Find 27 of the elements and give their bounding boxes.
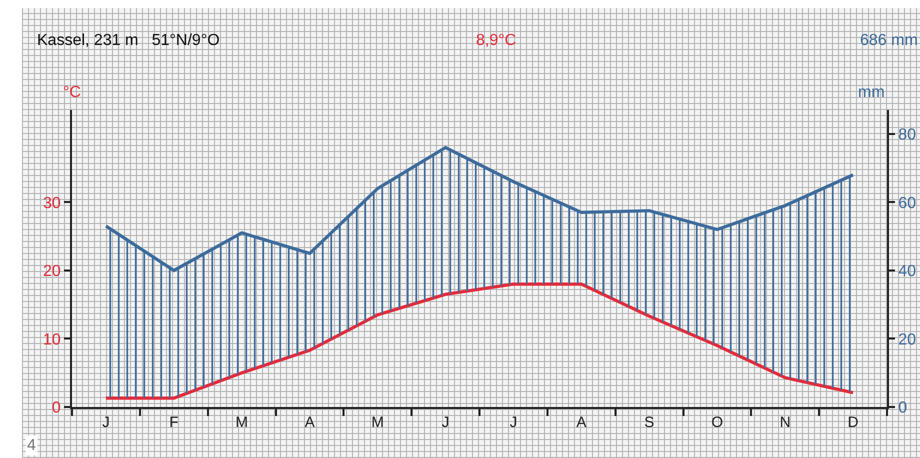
x-tick-label: J [442, 414, 450, 431]
x-tick-label: J [102, 414, 110, 431]
y2-tick-label: 60 [898, 194, 916, 212]
text: 4 [27, 437, 36, 454]
x-tick-label: A [304, 414, 315, 431]
y2-tick-label: 20 [898, 331, 916, 348]
x-tick-label: F [169, 414, 178, 431]
chart-title: Kassel, 231 m 51°N/9°O [37, 32, 220, 49]
x-tick-label: N [780, 414, 791, 431]
y-tick-label: 20 [43, 263, 61, 280]
x-tick-label: M [236, 414, 248, 431]
y-tick-label: 30 [43, 194, 61, 212]
y2-tick-label: 40 [898, 263, 916, 280]
x-tick-label: D [848, 414, 859, 431]
y-tick-label: 0 [52, 400, 61, 417]
x-tick-label: S [644, 414, 654, 431]
y-axis-title: °C [63, 84, 81, 101]
y2-axis-title: mm [858, 84, 885, 101]
y2-tick-label: 0 [898, 400, 908, 417]
y2-tick-label: 80 [898, 126, 916, 144]
x-tick-label: M [371, 414, 384, 431]
y-tick-label: 10 [43, 331, 61, 348]
x-tick-label: J [510, 414, 518, 431]
x-tick-label: O [711, 414, 724, 431]
text: 8,9°C [476, 32, 516, 49]
text: 686 mm [860, 32, 918, 49]
x-tick-label: A [576, 414, 586, 431]
